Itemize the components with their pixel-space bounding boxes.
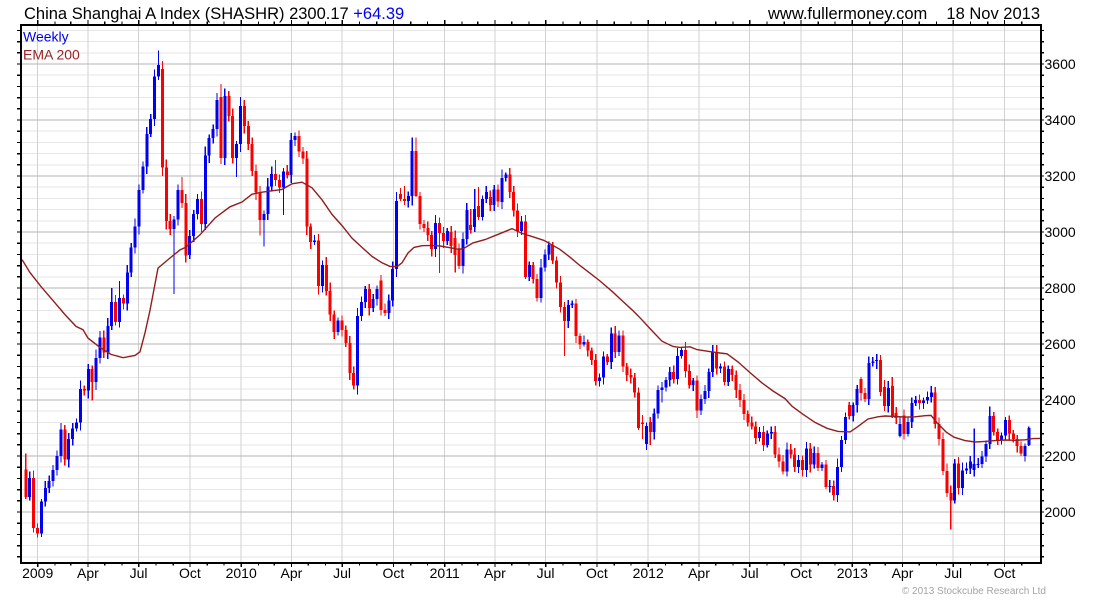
svg-text:EMA 200: EMA 200 — [23, 47, 80, 63]
svg-text:3000: 3000 — [1045, 224, 1076, 240]
svg-text:2011: 2011 — [430, 565, 460, 581]
svg-text:Oct: Oct — [383, 565, 405, 581]
svg-text:Apr: Apr — [892, 565, 914, 581]
svg-text:2400: 2400 — [1045, 392, 1076, 408]
svg-text:Jul: Jul — [741, 565, 759, 581]
svg-text:Jul: Jul — [333, 565, 351, 581]
svg-text:Oct: Oct — [790, 565, 812, 581]
svg-text:Weekly: Weekly — [23, 29, 69, 45]
svg-text:Jul: Jul — [537, 565, 555, 581]
svg-text:2009: 2009 — [22, 565, 53, 581]
svg-text:2600: 2600 — [1045, 336, 1076, 352]
svg-text:2013: 2013 — [837, 565, 868, 581]
svg-text:www.fullermoney.com: www.fullermoney.com — [767, 5, 927, 23]
svg-text:3400: 3400 — [1045, 112, 1076, 128]
svg-text:© 2013 Stockcube Research Ltd: © 2013 Stockcube Research Ltd — [902, 586, 1046, 597]
svg-text:18 Nov 2013: 18 Nov 2013 — [946, 5, 1040, 23]
svg-text:China Shanghai A Index (SHASHR: China Shanghai A Index (SHASHR) 2300.17 … — [24, 5, 404, 23]
svg-text:Apr: Apr — [281, 565, 303, 581]
svg-text:Apr: Apr — [688, 565, 710, 581]
svg-text:2010: 2010 — [226, 565, 257, 581]
svg-text:2800: 2800 — [1045, 280, 1076, 296]
svg-text:Oct: Oct — [179, 565, 201, 581]
svg-text:2000: 2000 — [1045, 504, 1076, 520]
svg-text:3600: 3600 — [1045, 56, 1076, 72]
svg-text:Oct: Oct — [994, 565, 1016, 581]
svg-text:Jul: Jul — [130, 565, 148, 581]
svg-text:Apr: Apr — [77, 565, 99, 581]
svg-text:Apr: Apr — [484, 565, 506, 581]
svg-text:Oct: Oct — [586, 565, 608, 581]
svg-text:2200: 2200 — [1045, 448, 1076, 464]
svg-text:Jul: Jul — [944, 565, 962, 581]
svg-text:3200: 3200 — [1045, 168, 1076, 184]
svg-text:2012: 2012 — [633, 565, 664, 581]
